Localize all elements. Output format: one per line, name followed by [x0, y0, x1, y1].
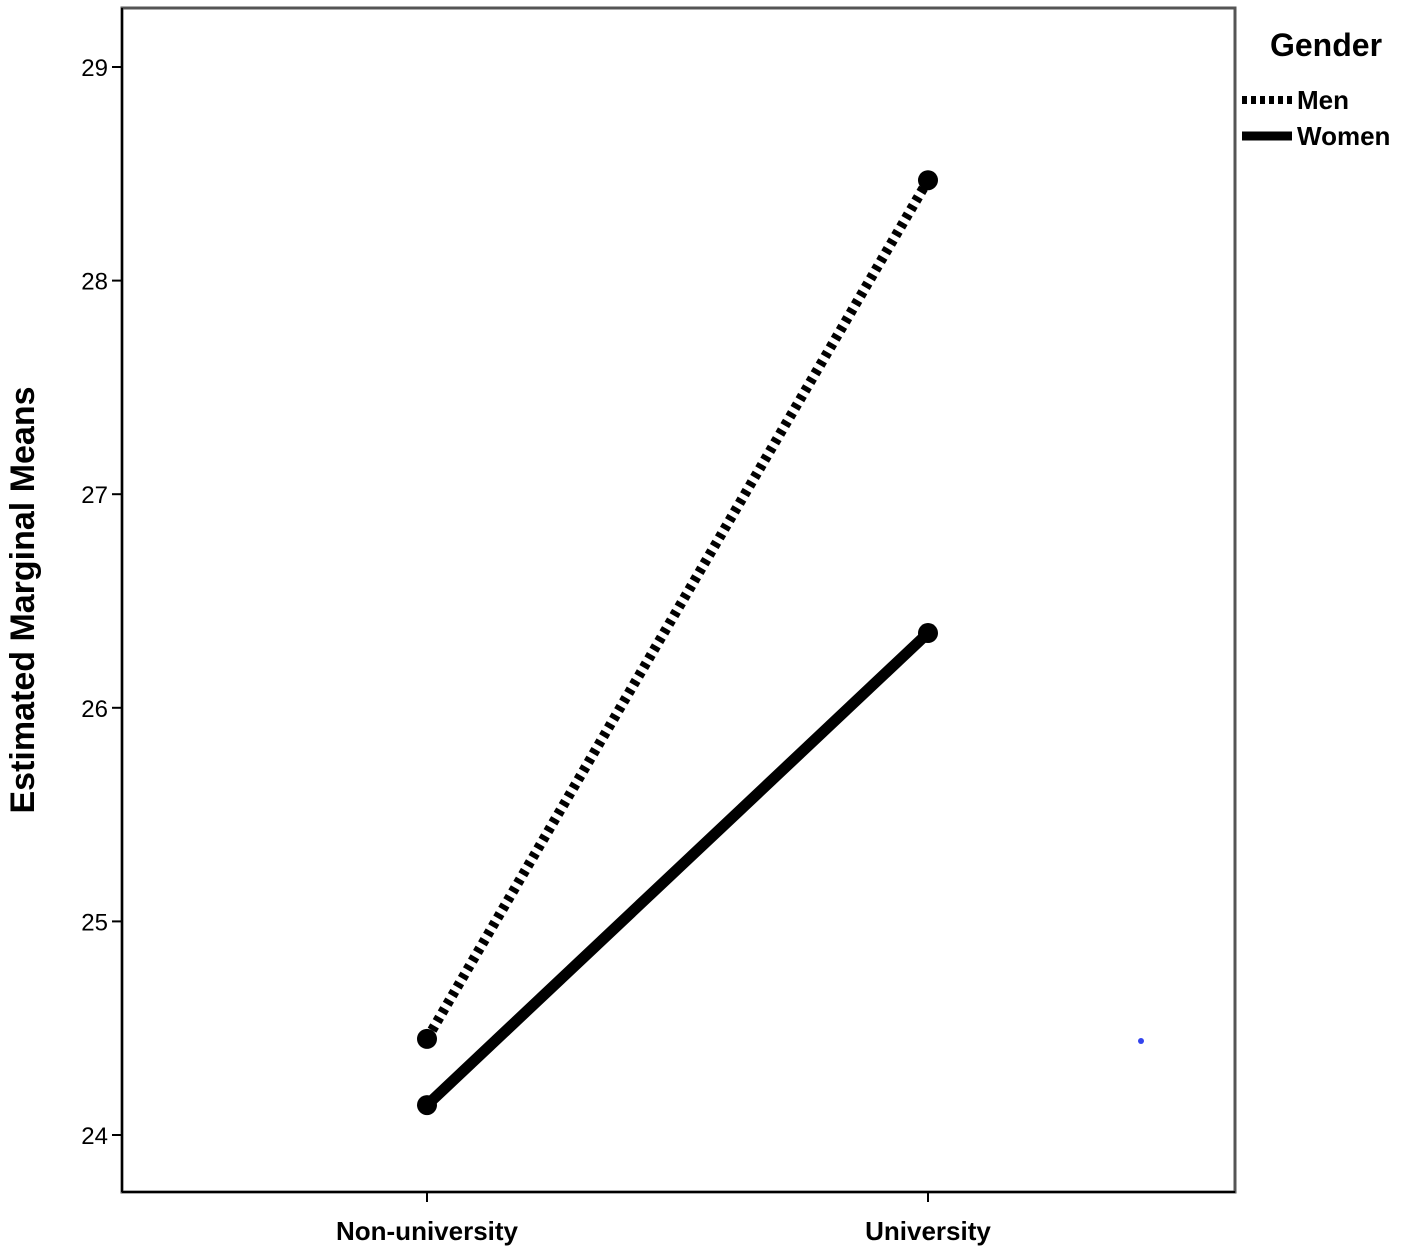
y-tick-label: 27: [81, 482, 108, 509]
legend-items: Men Women: [1242, 85, 1390, 151]
y-tick-label: 29: [81, 55, 108, 82]
x-tick-label: University: [865, 1216, 991, 1246]
legend: Gender Men Women: [1242, 27, 1390, 151]
y-tick-label: 24: [81, 1123, 108, 1150]
y-axis-ticks: 24 25 26 27 28 29: [81, 55, 122, 1150]
stray-dot: [1138, 1038, 1144, 1044]
y-axis-title: Estimated Marginal Means: [4, 386, 42, 813]
series-line-women: [423, 629, 932, 1110]
x-axis-ticks: Non-university University: [336, 1192, 991, 1246]
legend-title: Gender: [1270, 27, 1382, 63]
plot-frame: [120, 6, 1237, 1194]
x-tick-label: Non-university: [336, 1216, 519, 1246]
data-point-men: [417, 1028, 437, 1049]
data-point-women: [918, 623, 938, 644]
legend-label-men: Men: [1297, 85, 1349, 115]
y-tick-label: 28: [81, 269, 108, 296]
data-point-men: [918, 170, 938, 191]
legend-label-women: Women: [1297, 121, 1390, 151]
y-tick-label: 26: [81, 696, 108, 723]
y-tick-label: 25: [81, 909, 108, 936]
data-point-women: [417, 1095, 437, 1116]
series-layer: [417, 170, 938, 1116]
